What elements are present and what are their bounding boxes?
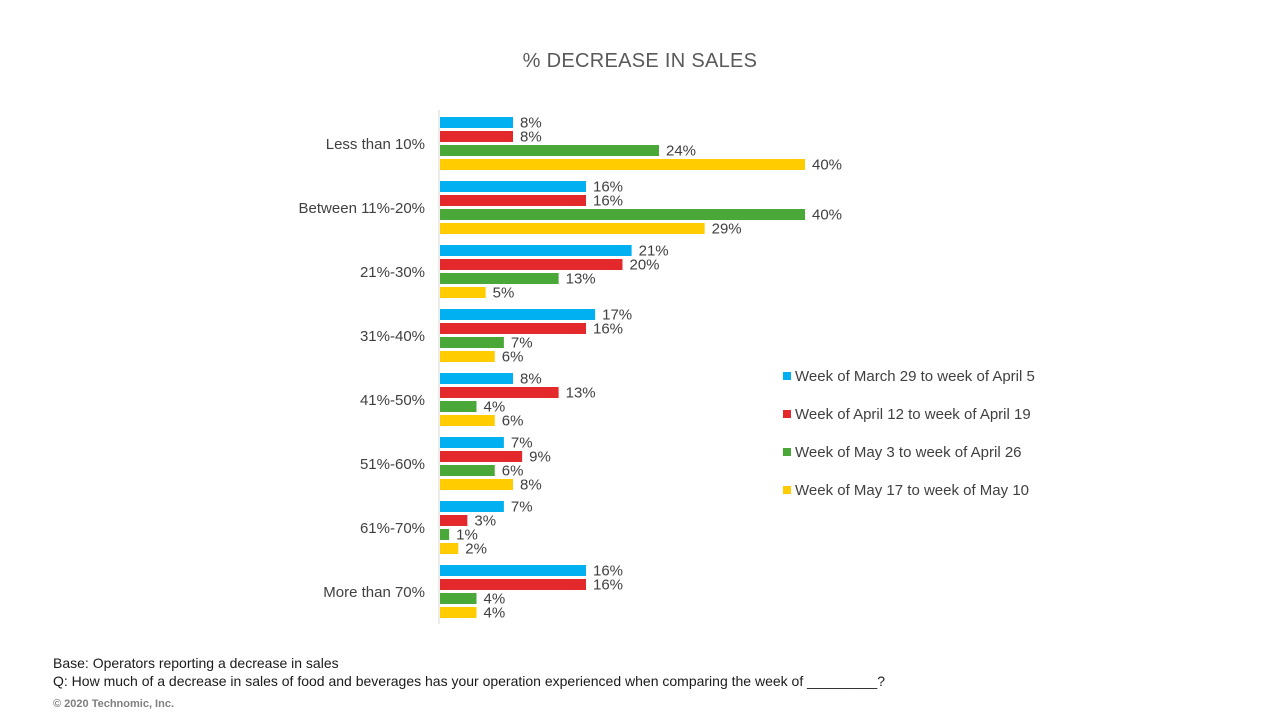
legend-label: Week of May 17 to week of May 10 (795, 482, 1029, 499)
data-label: 16% (593, 563, 623, 580)
data-label: 5% (493, 285, 515, 302)
bar (440, 437, 504, 448)
legend-swatch (783, 448, 791, 456)
bar (440, 245, 632, 256)
data-label: 9% (529, 449, 551, 466)
category-label: 21%-30% (360, 264, 425, 281)
bar (440, 259, 623, 270)
category-label: Between 11%-20% (299, 200, 425, 217)
bar (440, 593, 477, 604)
data-label: 3% (474, 513, 496, 530)
data-label: 17% (602, 307, 632, 324)
bar (440, 529, 450, 540)
data-label: 4% (484, 399, 506, 416)
category-label: 41%-50% (360, 392, 425, 409)
bar (440, 607, 477, 618)
bar (440, 337, 504, 348)
bar (440, 373, 513, 384)
bar (440, 401, 477, 412)
data-label: 8% (520, 129, 542, 146)
bar (440, 223, 705, 234)
bar (440, 451, 523, 462)
data-label: 16% (593, 321, 623, 338)
data-label: 16% (593, 577, 623, 594)
footer-copyright: © 2020 Technomic, Inc. (53, 698, 174, 710)
bar (440, 117, 513, 128)
data-label: 1% (456, 527, 478, 544)
bar (440, 415, 495, 426)
bar (440, 543, 459, 554)
footer-base-note: Base: Operators reporting a decrease in … (53, 655, 339, 671)
bar (440, 309, 596, 320)
bar (440, 351, 495, 362)
legend-swatch (783, 410, 791, 418)
data-label: 24% (666, 143, 696, 160)
bar (440, 565, 586, 576)
data-label: 8% (520, 477, 542, 494)
data-label: 2% (465, 541, 487, 558)
bar (440, 501, 504, 512)
bar (440, 195, 586, 206)
legend-swatch (783, 372, 791, 380)
legend-swatch (783, 486, 791, 494)
bar (440, 465, 495, 476)
data-label: 6% (502, 413, 524, 430)
data-label: 16% (593, 193, 623, 210)
data-label: 13% (566, 385, 596, 402)
data-label: 6% (502, 349, 524, 366)
bar (440, 579, 586, 590)
legend-label: Week of April 12 to week of April 19 (795, 406, 1031, 423)
bar (440, 287, 486, 298)
bar (440, 145, 659, 156)
chart-title: % DECREASE IN SALES (522, 50, 758, 72)
category-label: Less than 10% (326, 136, 425, 153)
data-label: 7% (511, 335, 533, 352)
bar (440, 515, 468, 526)
data-label: 8% (520, 115, 542, 132)
bar (440, 273, 559, 284)
category-label: More than 70% (323, 584, 425, 601)
bar (440, 387, 559, 398)
bar (440, 181, 586, 192)
legend: Week of March 29 to week of April 5 Week … (783, 368, 1035, 499)
data-label: 20% (630, 257, 660, 274)
footer-question-note: Q: How much of a decrease in sales of fo… (53, 673, 885, 689)
bar (440, 323, 586, 334)
category-label: 61%-70% (360, 520, 425, 537)
bar (440, 479, 513, 490)
data-label: 16% (593, 179, 623, 196)
data-label: 40% (812, 207, 842, 224)
data-label: 21% (639, 243, 669, 260)
category-label: 51%-60% (360, 456, 425, 473)
data-label: 40% (812, 157, 842, 174)
data-label: 4% (484, 605, 506, 622)
category-label: 31%-40% (360, 328, 425, 345)
data-label: 29% (712, 221, 742, 238)
data-label: 4% (484, 591, 506, 608)
data-label: 7% (511, 435, 533, 452)
legend-label: Week of May 3 to week of April 26 (795, 444, 1022, 461)
data-label: 6% (502, 463, 524, 480)
data-label: 8% (520, 371, 542, 388)
bar (440, 209, 805, 220)
data-label: 7% (511, 499, 533, 516)
bars-layer: Less than 10%8%8%24%40%Between 11%-20%16… (299, 115, 843, 622)
legend-label: Week of March 29 to week of April 5 (795, 368, 1035, 385)
bar (440, 159, 805, 170)
bar (440, 131, 513, 142)
data-label: 13% (566, 271, 596, 288)
